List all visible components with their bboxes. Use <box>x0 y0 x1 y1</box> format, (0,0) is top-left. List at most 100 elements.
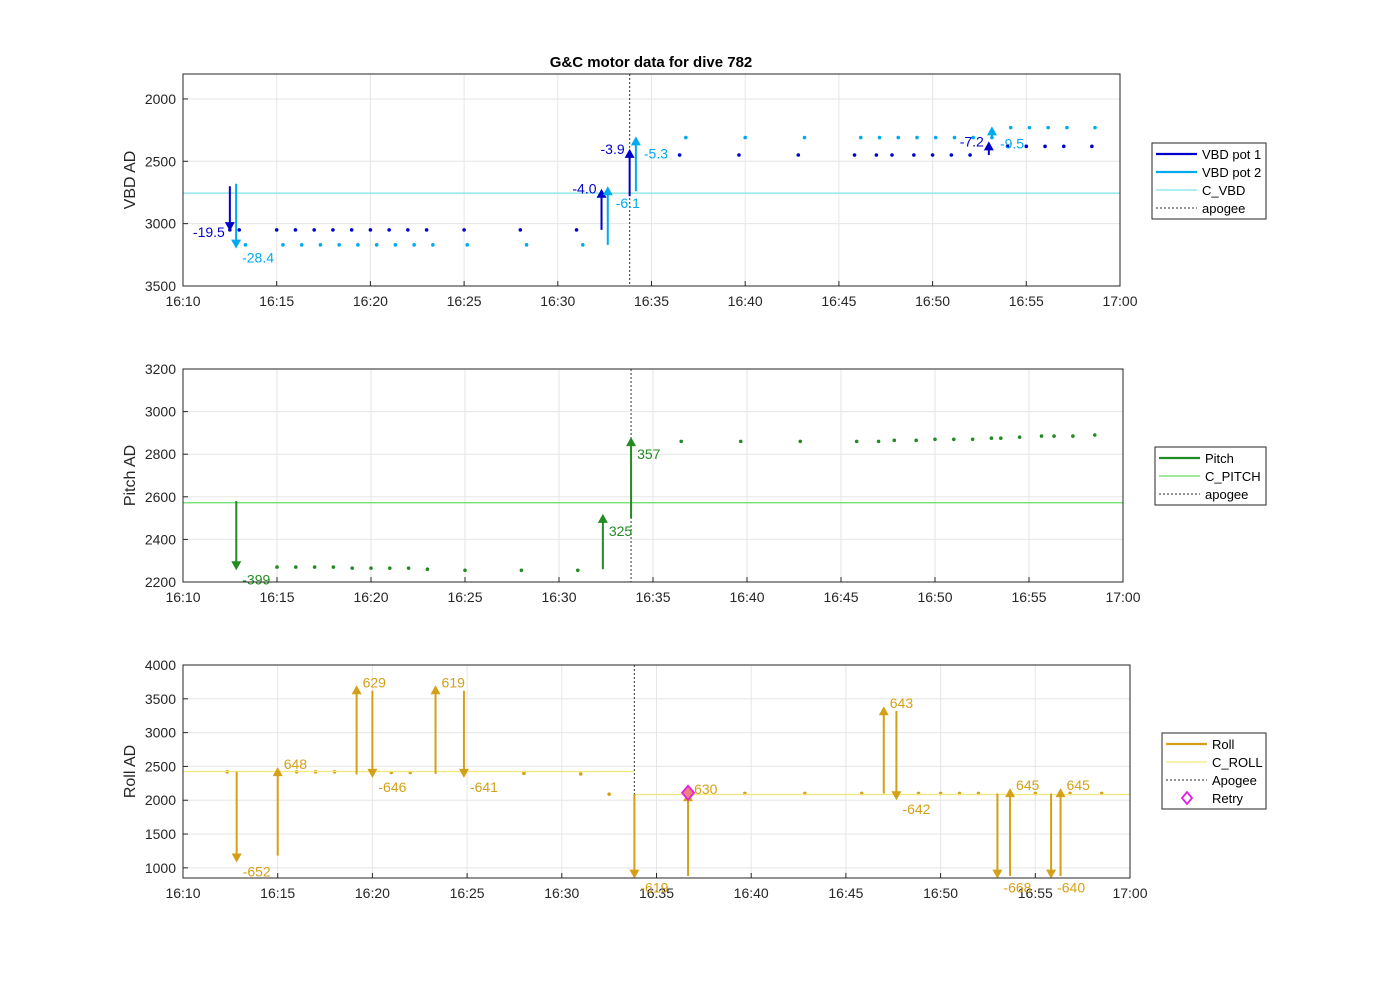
x-tick-label: 17:00 <box>1112 885 1147 901</box>
data-point <box>999 436 1003 441</box>
x-tick-label: 16:15 <box>260 885 295 901</box>
data-point <box>874 153 879 157</box>
data-point <box>933 135 938 140</box>
arrow-label: -6.1 <box>616 195 640 211</box>
arrow-head <box>367 768 378 778</box>
data-point <box>524 243 529 247</box>
arrow-label: -4.0 <box>572 181 596 197</box>
arrow-head <box>231 853 242 863</box>
legend-entry: Retry <box>1212 791 1244 806</box>
arrow-head <box>597 513 608 523</box>
arrow-head <box>1005 788 1016 798</box>
arrow-label: -3.9 <box>601 141 625 157</box>
data-point <box>1065 125 1069 130</box>
legend-entry: C_PITCH <box>1205 469 1261 484</box>
x-tick-label: 16:40 <box>729 589 764 605</box>
x-tick-label: 16:25 <box>450 885 485 901</box>
arrows: -652 648 629 -646 619 -641 -619 630 643 -642 -668 6… <box>231 674 1091 896</box>
panel-pitch: 16:10 16:15 16:20 16:25 16:30 16:35 16:40 16:45… <box>122 361 1267 605</box>
data-point <box>312 228 316 232</box>
x-tick-label: 16:55 <box>1009 293 1044 309</box>
arrow-label: -7.2 <box>960 133 984 149</box>
arrow-label: -646 <box>378 779 406 795</box>
arrow-label: -19.5 <box>193 224 225 240</box>
data-point <box>1039 434 1044 438</box>
data-point <box>387 228 391 232</box>
x-tick-label: 16:30 <box>541 589 576 605</box>
series-pitch <box>275 433 1097 573</box>
data-point <box>1005 144 1010 149</box>
data-point <box>237 228 242 232</box>
data-point <box>949 153 954 157</box>
y-tick-label: 3000 <box>145 216 176 232</box>
data-point <box>892 438 897 443</box>
series-vbd-pot-2 <box>243 125 1097 247</box>
data-point <box>876 439 881 444</box>
x-tick-label: 16:55 <box>1018 885 1053 901</box>
y-axis-label: Roll AD <box>122 745 139 798</box>
arrow-label: -5.3 <box>644 145 668 161</box>
y-tick-label: 1000 <box>145 860 176 876</box>
retry-marker <box>680 784 696 802</box>
arrow-label: 325 <box>609 523 633 539</box>
arrow-label: -399 <box>242 571 270 587</box>
arrow-label: 648 <box>284 756 308 772</box>
x-tick-label: 16:35 <box>634 293 669 309</box>
arrow-head <box>629 869 640 879</box>
data-point <box>1043 144 1047 149</box>
data-point <box>275 565 279 569</box>
data-point <box>463 568 467 573</box>
x-tick-label: 16:25 <box>447 589 482 605</box>
arrow-label: 645 <box>1067 777 1091 793</box>
x-tick-label: 16:40 <box>728 293 763 309</box>
arrow-head <box>351 685 362 695</box>
legend-entry: apogee <box>1205 487 1248 502</box>
x-tick-label: 16:15 <box>259 589 294 605</box>
panel-vbd: 16:10 16:15 16:20 16:25 16:30 16:35 16:40 16:45… <box>122 73 1267 309</box>
data-point <box>952 437 956 442</box>
x-tick-label: 16:30 <box>544 885 579 901</box>
y-tick-label: 2000 <box>145 91 176 107</box>
data-point <box>388 566 392 570</box>
data-point <box>989 436 994 441</box>
data-point <box>465 243 470 247</box>
legend-retry-symbol <box>1180 790 1194 806</box>
data-point <box>1090 144 1094 149</box>
legend-entry: VBD pot 2 <box>1202 165 1261 180</box>
legend-entry: Apogee <box>1212 773 1257 788</box>
data-point <box>406 566 411 570</box>
data-point <box>970 437 975 442</box>
y-tick-label: 3000 <box>145 725 176 741</box>
data-point <box>580 243 585 247</box>
arrow-label: -642 <box>902 801 930 817</box>
data-point <box>331 228 335 232</box>
data-point <box>318 243 323 247</box>
x-tick-label: 16:50 <box>917 589 952 605</box>
data-point <box>349 228 354 232</box>
arrow-head <box>891 791 902 801</box>
legend: Roll C_ROLL Apogee Retry <box>1161 732 1267 810</box>
data-point <box>912 153 916 157</box>
legend-entry: VBD pot 1 <box>1202 147 1261 162</box>
arrow-label: -28.4 <box>242 250 274 266</box>
data-point <box>337 243 341 247</box>
x-tick-label: 16:20 <box>353 589 388 605</box>
arrow-label: 643 <box>890 695 914 711</box>
data-point <box>607 792 611 796</box>
arrow-head <box>458 768 469 778</box>
y-axis-label: Pitch AD <box>122 445 139 506</box>
data-point <box>312 565 317 569</box>
arrows: -19.5 -28.4 -4.0 -6.1 -3.9 -5.3 -7.2 -9.5 <box>193 126 1024 266</box>
arrow-label: -640 <box>1057 880 1085 896</box>
arrow-head <box>224 222 235 232</box>
data-point <box>393 243 398 247</box>
y-tick-label: 2500 <box>145 153 176 169</box>
data-point <box>519 568 524 573</box>
x-tick-label: 16:25 <box>447 293 482 309</box>
data-point <box>294 565 298 569</box>
data-point <box>968 153 972 157</box>
data-point <box>743 135 747 140</box>
arrow-head <box>602 186 613 196</box>
